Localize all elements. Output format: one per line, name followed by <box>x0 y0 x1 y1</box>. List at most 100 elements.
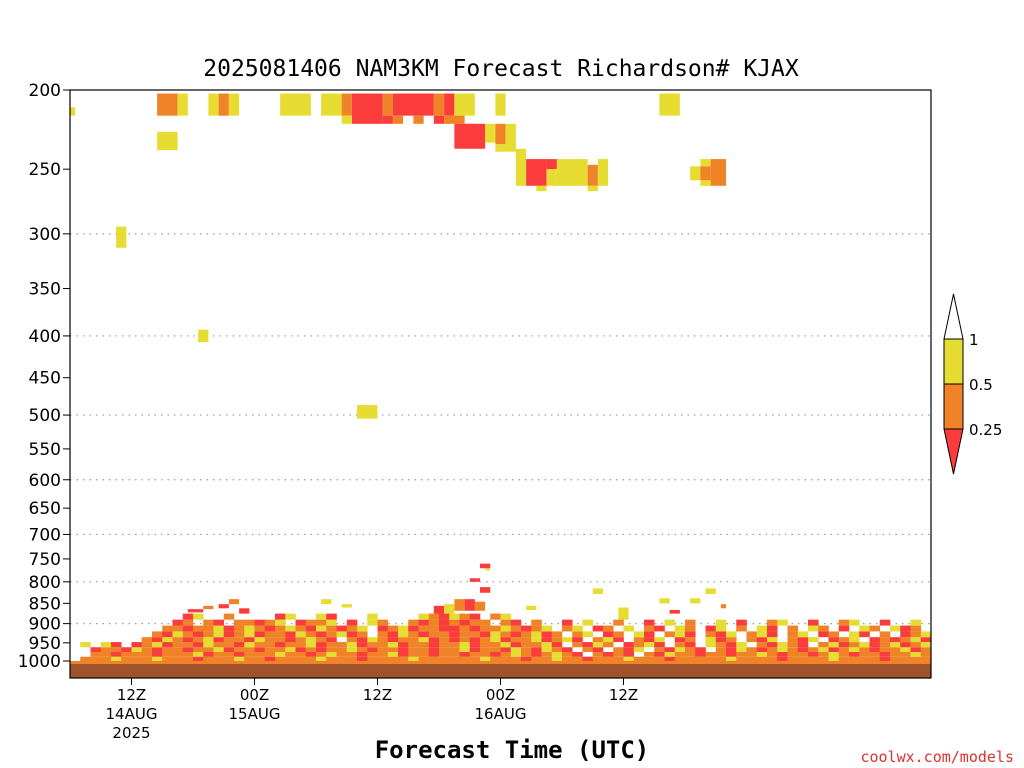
heatmap-cell <box>521 625 532 632</box>
heatmap-cell <box>500 642 512 648</box>
heatmap-cell <box>203 647 214 653</box>
heatmap-cell <box>449 647 460 653</box>
heatmap-cell <box>674 642 686 648</box>
heatmap-cell <box>280 93 311 116</box>
heatmap-cell <box>654 647 665 653</box>
heatmap-cell <box>469 637 481 643</box>
heatmap-cell <box>700 166 711 181</box>
heatmap-cell <box>254 652 266 657</box>
heatmap-cell <box>613 661 624 667</box>
heatmap-cell <box>182 661 194 667</box>
heatmap-cell <box>495 123 506 145</box>
heatmap-cell <box>541 631 553 638</box>
heatmap-cell <box>341 604 352 608</box>
heatmap-cell <box>920 661 932 667</box>
heatmap-cell <box>715 637 727 643</box>
heatmap-cell <box>444 115 465 124</box>
heatmap-cell <box>859 656 870 661</box>
heatmap-cell <box>818 647 829 653</box>
x-tick-label: 12Z <box>363 686 392 704</box>
heatmap-cell <box>193 652 204 657</box>
heatmap-cell <box>551 647 563 653</box>
heatmap-cell <box>193 637 204 643</box>
heatmap-cell <box>480 656 491 661</box>
heatmap-cell <box>275 619 286 626</box>
heatmap-cell <box>387 661 399 667</box>
heatmap-cell <box>275 647 286 653</box>
heatmap-cell <box>285 642 296 648</box>
heatmap-cell <box>613 631 624 638</box>
y-tick-label: 600 <box>29 471 61 491</box>
heatmap-cell <box>464 599 475 611</box>
heatmap-cell <box>357 647 368 653</box>
heatmap-cell <box>382 93 393 116</box>
heatmap-cell <box>433 93 445 116</box>
heatmap-cell <box>879 642 891 648</box>
heatmap-cell <box>254 642 266 648</box>
heatmap-cell <box>705 661 717 667</box>
heatmap-cell <box>234 619 245 626</box>
heatmap-cell <box>418 631 430 638</box>
surface-band-fill <box>70 664 931 678</box>
heatmap-cell <box>613 647 624 653</box>
heatmap-cell <box>428 647 440 653</box>
colorbar-bottom-triangle <box>943 428 964 475</box>
heatmap-cell <box>377 619 389 626</box>
heatmap-cell <box>500 619 512 626</box>
colorbar-top-triangle <box>943 293 964 340</box>
heatmap-cell <box>654 652 665 657</box>
heatmap-cell <box>787 631 799 638</box>
heatmap-cell <box>767 631 778 638</box>
heatmap-cell <box>551 656 563 661</box>
heatmap-cell <box>726 661 737 667</box>
heatmap-cell <box>357 405 378 419</box>
heatmap-cell <box>418 652 430 657</box>
heatmap-cell <box>879 647 891 653</box>
heatmap-cell <box>633 642 645 648</box>
colorbar-bin <box>943 338 964 385</box>
heatmap-cell <box>264 619 276 626</box>
heatmap-cell <box>685 631 696 638</box>
heatmap-cell <box>777 652 788 657</box>
heatmap-cell <box>756 625 768 632</box>
heatmap-cell <box>859 642 870 648</box>
heatmap-cell <box>521 656 532 661</box>
heatmap-cell <box>387 647 399 653</box>
heatmap-cell <box>531 637 542 643</box>
heatmap-cell <box>695 647 706 653</box>
heatmap-cell <box>367 619 378 626</box>
heatmap-cell <box>203 619 214 626</box>
heatmap-cell <box>275 631 286 638</box>
heatmap-cell <box>398 661 409 667</box>
heatmap-cell <box>408 619 419 626</box>
heatmap-cell <box>152 661 163 667</box>
heatmap-cell <box>111 656 122 661</box>
heatmap-cell <box>244 642 255 648</box>
heatmap-cell <box>428 642 440 648</box>
heatmap-cell <box>408 625 419 632</box>
y-tick-label: 950 <box>29 634 61 654</box>
heatmap-cell <box>797 656 809 661</box>
heatmap-cell <box>244 625 255 632</box>
heatmap-cell <box>193 656 204 661</box>
heatmap-cell <box>321 599 332 605</box>
colorbar: 1 0.5 0.25 <box>943 293 1002 475</box>
heatmap-cell <box>674 637 686 643</box>
heatmap-cell <box>316 661 327 667</box>
heatmap-cell <box>90 661 102 667</box>
heatmap-cell <box>264 661 276 667</box>
heatmap-cell <box>603 637 614 643</box>
heatmap-cell <box>316 619 327 626</box>
heatmap-cell <box>510 661 522 667</box>
heatmap-cell <box>582 647 594 653</box>
heatmap-cell <box>254 637 266 643</box>
heatmap-cell <box>890 642 901 648</box>
heatmap-cell <box>141 652 153 657</box>
heatmap-cell <box>111 652 122 657</box>
heatmap-cell <box>275 656 286 661</box>
heatmap-cell <box>449 613 460 620</box>
heatmap-cell <box>346 637 358 643</box>
heatmap-cell <box>777 656 788 661</box>
heatmap-cell <box>767 642 778 648</box>
heatmap-cell <box>444 604 455 616</box>
